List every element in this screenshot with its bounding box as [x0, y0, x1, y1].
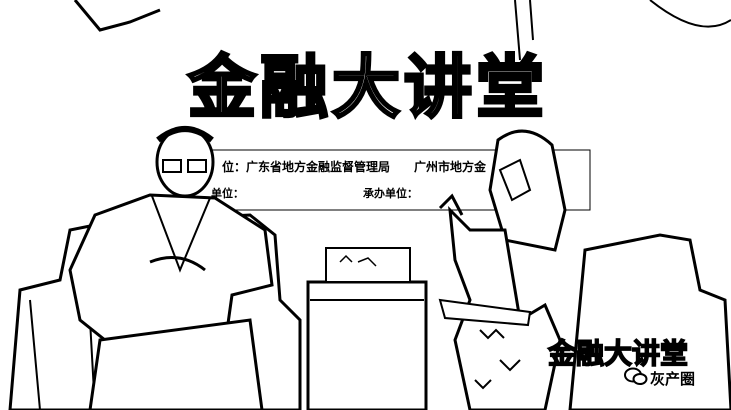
background-scribble [73, 0, 161, 32]
name-card [325, 247, 411, 283]
man-hair [156, 126, 214, 143]
man-glasses [187, 159, 207, 173]
coffee-table [306, 280, 428, 410]
watermark-title: 金融大讲堂 [547, 336, 689, 371]
man-collar [151, 195, 211, 273]
backdrop-co-unit: 单位： [211, 187, 244, 200]
wechat-icon [624, 367, 648, 385]
background-scribble [649, 0, 731, 28]
background-scribble [514, 0, 534, 61]
man-jacket [68, 193, 274, 354]
man-hands [149, 256, 206, 272]
dress-pattern [474, 328, 521, 390]
watermark-brand: 灰产圈 [650, 370, 696, 388]
man-glasses [162, 159, 182, 173]
woman-hand [438, 193, 464, 216]
backdrop-title: 金融大讲堂 [186, 48, 549, 130]
right-sofa [568, 233, 731, 410]
woman-notes [438, 298, 532, 327]
name-card-logo [339, 254, 377, 267]
man-legs [88, 318, 264, 410]
backdrop-host-unit: 承办单位： [363, 187, 418, 200]
backdrop-organizer: 广州市地方金 [414, 160, 487, 174]
backdrop-organizer: 位：广东省地方金融监督管理局 [222, 160, 391, 174]
woman-face [498, 158, 532, 202]
